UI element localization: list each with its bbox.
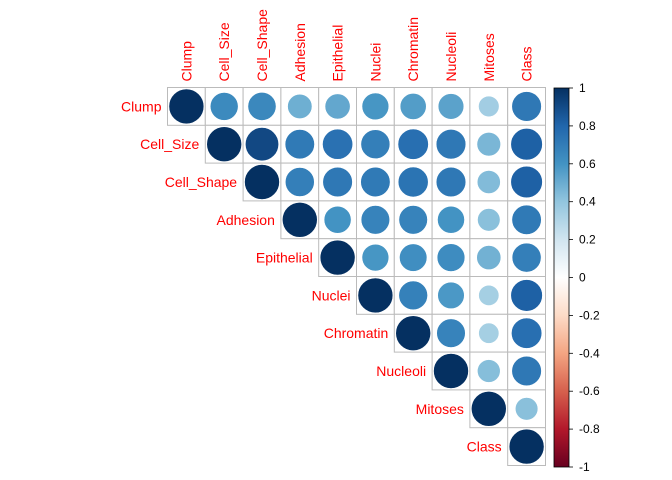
row-label-Clump: Clump [121,98,162,114]
corr-circle-Cell_Shape-Mitoses [476,170,501,194]
color-legend: 1 0.8 0.6 0.4 0.2 0 -0.2 -0.4 -0.6 -0.8 -1 [553,81,600,474]
corr-circle-Chromatin-Mitoses [478,322,500,344]
colorbar-tick-label: -1 [579,460,590,474]
row-label-Nuclei: Nuclei [312,287,351,303]
corr-circle-Cell_Size-Epithelial [322,128,354,160]
corr-circle-Adhesion-Mitoses [477,208,501,232]
corr-circle-Adhesion-Chromatin [398,205,428,235]
corr-circle-Chromatin-Nucleoli [436,318,466,348]
corr-circle-Epithelial-Epithelial [319,239,356,276]
corr-circle-Cell_Shape-Nucleoli [435,166,467,198]
row-label-Epithelial: Epithelial [256,250,313,266]
colorbar-tick-label: 0.8 [579,119,596,133]
corr-circle-Nuclei-Class [510,279,543,312]
colorbar-tick-label: -0.8 [579,422,600,436]
corr-circle-Epithelial-Nuclei [361,243,390,272]
corr-circle-Cell_Shape-Adhesion [284,167,315,197]
corr-circle-Chromatin-Chromatin [395,315,432,352]
colorbar-tick-label: -0.2 [579,308,600,322]
col-label-Class: Class [519,46,535,81]
col-label-Clump: Clump [178,41,194,82]
corr-circle-Cell_Size-Chromatin [397,128,429,160]
corr-circle-Epithelial-Chromatin [399,243,428,272]
corr-circle-Epithelial-Class [511,242,542,273]
col-label-Chromatin: Chromatin [405,17,421,82]
corr-circle-Clump-Cell_Shape [247,91,277,121]
row-label-Adhesion: Adhesion [217,212,275,228]
row-label-Chromatin: Chromatin [324,325,389,341]
row-label-Class: Class [467,439,502,455]
corr-circle-Cell_Size-Nucleoli [435,129,467,160]
row-label-Cell_Shape: Cell_Shape [165,174,238,190]
col-label-Cell_Shape: Cell_Shape [254,9,270,82]
corr-circle-Epithelial-Nucleoli [436,243,466,272]
corr-circle-Adhesion-Adhesion [281,202,318,238]
colorbar-tick-label: 0.6 [579,157,596,171]
corr-circle-Nucleoli-Mitoses [477,359,501,383]
corr-circle-Clump-Nucleoli [437,93,465,120]
corr-circle-Nucleoli-Nucleoli [433,353,469,389]
colorbar-tick-label: 0 [579,271,586,285]
corr-circle-Class-Class [508,428,545,465]
corr-circle-Nucleoli-Class [511,355,542,387]
row-label-Cell_Size: Cell_Size [140,136,199,152]
corr-circle-Adhesion-Nuclei [360,205,391,235]
corr-circle-Cell_Shape-Class [510,165,543,199]
col-label-Mitoses: Mitoses [481,33,497,81]
colorbar-tick-label: 1 [579,81,586,95]
row-label-Mitoses: Mitoses [416,401,464,417]
row-labels: Clump Cell_Size Cell_Shape Adhesion Epitheli… [121,98,502,454]
corr-circle-Cell_Size-Cell_Size [206,126,242,162]
corr-circle-Clump-Cell_Size [209,92,239,121]
corr-circle-Clump-Mitoses [478,95,500,118]
colorbar-gradient [553,87,570,468]
corr-circle-Clump-Clump [168,88,205,125]
row-label-Nucleoli: Nucleoli [376,363,426,379]
colorbar-tick-label: 0.2 [579,233,596,247]
column-labels: Clump Cell_Size Cell_Shape Adhesion Epitheli… [178,9,534,82]
corr-circle-Nuclei-Mitoses [478,284,500,306]
correlation-cells [167,87,547,467]
corr-circle-Cell_Shape-Chromatin [397,166,429,198]
corr-circle-Chromatin-Class [511,317,543,349]
col-label-Nuclei: Nuclei [367,43,383,82]
colorbar-tick-label: -0.4 [579,346,600,360]
corr-circle-Cell_Size-Nuclei [360,129,391,160]
col-label-Adhesion: Adhesion [292,23,308,81]
corr-circle-Adhesion-Nucleoli [437,205,465,234]
corr-circle-Nuclei-Nucleoli [437,281,465,310]
corr-circle-Nuclei-Nuclei [357,277,394,314]
corr-circle-Cell_Size-Class [510,128,543,161]
col-label-Cell_Size: Cell_Size [216,22,232,81]
corr-circle-Cell_Shape-Nuclei [360,166,391,198]
corr-circle-Cell_Size-Cell_Shape [245,127,279,162]
corr-circle-Adhesion-Epithelial [323,205,352,234]
corr-circle-Cell_Size-Mitoses [476,132,501,157]
corr-circle-Mitoses-Mitoses [470,390,507,427]
corr-circle-Clump-Adhesion [287,93,313,119]
corr-circle-Adhesion-Class [511,204,542,235]
corr-circle-Epithelial-Mitoses [476,245,502,271]
corr-circle-Cell_Shape-Epithelial [322,166,353,198]
corr-circle-Cell_Size-Adhesion [284,129,315,160]
colorbar-tick-label: -0.6 [579,384,600,398]
corr-circle-Cell_Shape-Cell_Shape [244,164,280,200]
corr-circle-Clump-Chromatin [399,93,427,120]
corr-circle-Clump-Nuclei [361,92,390,121]
corr-circle-Mitoses-Class [514,397,539,421]
corr-circle-Nuclei-Chromatin [398,280,428,311]
colorbar-tick-label: 0.4 [579,195,596,209]
col-label-Epithelial: Epithelial [330,25,346,82]
corr-circle-Clump-Class [511,91,542,122]
col-label-Nucleoli: Nucleoli [443,32,459,82]
corr-circle-Clump-Epithelial [324,93,351,120]
